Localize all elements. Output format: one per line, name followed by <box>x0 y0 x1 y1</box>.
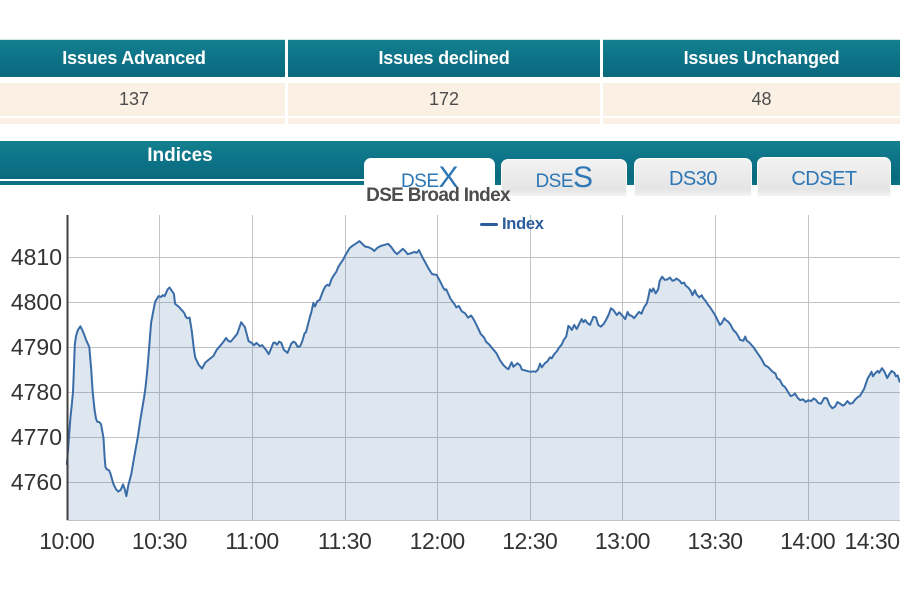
svg-text:4810: 4810 <box>11 244 62 270</box>
svg-text:12:30: 12:30 <box>502 528 557 554</box>
tab-ds30[interactable]: DS30 <box>634 158 752 196</box>
legend-line-icon <box>480 222 498 227</box>
tab-ds30-label: DS30 <box>668 168 718 190</box>
tab-cdset-label: CDSET <box>791 168 857 190</box>
chart-legend[interactable]: Index <box>480 215 544 234</box>
indices-title: Indices <box>147 145 213 166</box>
svg-text:4800: 4800 <box>11 289 62 315</box>
svg-text:13:00: 13:00 <box>595 528 650 554</box>
legend-label: Index <box>502 215 544 233</box>
svg-text:12:00: 12:00 <box>410 528 465 554</box>
svg-text:11:00: 11:00 <box>225 528 278 554</box>
chart-title: DSE Broad Index <box>366 185 510 206</box>
svg-text:4760: 4760 <box>11 469 62 495</box>
svg-text:10:30: 10:30 <box>132 528 187 554</box>
issues-advanced-header: Issues Advanced <box>0 39 285 77</box>
tab-dses-label: DSES <box>535 161 593 194</box>
issues-unchanged-value: 48 <box>603 83 900 116</box>
svg-text:4790: 4790 <box>11 334 62 360</box>
tab-dsex-label: DSEX <box>400 161 459 194</box>
svg-text:11:30: 11:30 <box>318 528 371 554</box>
tab-dses[interactable]: DSES <box>501 159 627 196</box>
summary-next-row-strip <box>0 118 900 124</box>
issues-unchanged-header: Issues Unchanged <box>603 39 900 77</box>
svg-text:13:30: 13:30 <box>687 528 742 554</box>
indices-underline <box>0 179 364 181</box>
tab-cdset[interactable]: CDSET <box>757 157 891 196</box>
summary-header-row: Issues Advanced Issues declined Issues U… <box>0 39 900 77</box>
summary-values-row: 137 172 48 <box>0 83 900 116</box>
issues-declined-header: Issues declined <box>288 39 600 77</box>
svg-text:14:30: 14:30 <box>844 528 899 554</box>
svg-text:14:00: 14:00 <box>780 528 835 554</box>
svg-text:4770: 4770 <box>11 424 62 450</box>
issues-declined-value: 172 <box>288 83 600 116</box>
svg-text:4780: 4780 <box>11 379 62 405</box>
issues-advanced-value: 137 <box>0 83 285 116</box>
svg-text:10:00: 10:00 <box>39 528 94 554</box>
tab-dsex[interactable]: DSEX <box>364 158 495 196</box>
